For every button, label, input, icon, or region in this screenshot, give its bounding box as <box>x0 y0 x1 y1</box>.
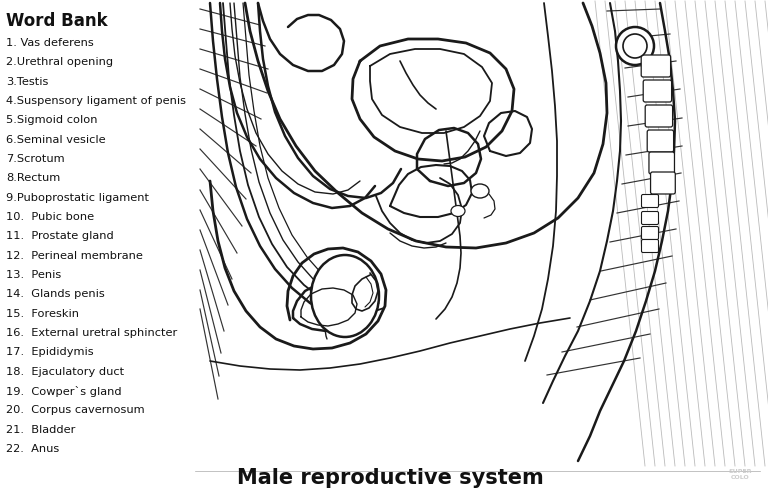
Text: 7.Scrotum: 7.Scrotum <box>6 154 65 164</box>
FancyBboxPatch shape <box>641 212 658 225</box>
Text: 4.Suspensory ligament of penis: 4.Suspensory ligament of penis <box>6 96 186 106</box>
Text: 18.  Ejaculatory duct: 18. Ejaculatory duct <box>6 366 124 376</box>
Text: 17.  Epididymis: 17. Epididymis <box>6 347 94 357</box>
Text: 6.Seminal vesicle: 6.Seminal vesicle <box>6 134 106 144</box>
FancyBboxPatch shape <box>647 131 674 153</box>
Text: 15.  Foreskin: 15. Foreskin <box>6 308 79 318</box>
FancyBboxPatch shape <box>649 153 674 175</box>
Text: 16.  External uretral sphincter: 16. External uretral sphincter <box>6 327 177 337</box>
Ellipse shape <box>616 28 654 66</box>
Text: 2.Urethral opening: 2.Urethral opening <box>6 57 113 67</box>
Text: 11.  Prostate gland: 11. Prostate gland <box>6 231 114 241</box>
FancyBboxPatch shape <box>645 106 673 128</box>
Text: 8.Rectum: 8.Rectum <box>6 173 60 183</box>
Text: 14.  Glands penis: 14. Glands penis <box>6 289 104 299</box>
Text: 20.  Corpus cavernosum: 20. Corpus cavernosum <box>6 404 144 414</box>
FancyBboxPatch shape <box>650 173 675 194</box>
Ellipse shape <box>451 206 465 217</box>
FancyBboxPatch shape <box>641 195 658 208</box>
Text: 5.Sigmoid colon: 5.Sigmoid colon <box>6 115 98 125</box>
Ellipse shape <box>623 35 647 59</box>
Text: 1. Vas deferens: 1. Vas deferens <box>6 38 94 48</box>
FancyBboxPatch shape <box>641 227 658 240</box>
Text: Male reproductive system: Male reproductive system <box>237 467 544 487</box>
Ellipse shape <box>311 256 379 337</box>
Text: SUPER
COLO: SUPER COLO <box>728 468 752 479</box>
FancyBboxPatch shape <box>641 240 658 253</box>
Text: 3.Testis: 3.Testis <box>6 77 48 87</box>
Text: 13.  Penis: 13. Penis <box>6 270 61 280</box>
Text: 19.  Cowper`s gland: 19. Cowper`s gland <box>6 385 121 396</box>
FancyBboxPatch shape <box>641 56 670 78</box>
Text: 9.Puboprostatic ligament: 9.Puboprostatic ligament <box>6 192 149 202</box>
Text: 12.  Perineal membrane: 12. Perineal membrane <box>6 250 143 260</box>
Ellipse shape <box>471 185 489 198</box>
Text: Word Bank: Word Bank <box>6 12 108 30</box>
FancyBboxPatch shape <box>644 81 671 103</box>
Text: 22.  Anus: 22. Anus <box>6 443 59 453</box>
Text: 10.  Pubic bone: 10. Pubic bone <box>6 211 94 221</box>
Text: 21.  Bladder: 21. Bladder <box>6 424 75 434</box>
